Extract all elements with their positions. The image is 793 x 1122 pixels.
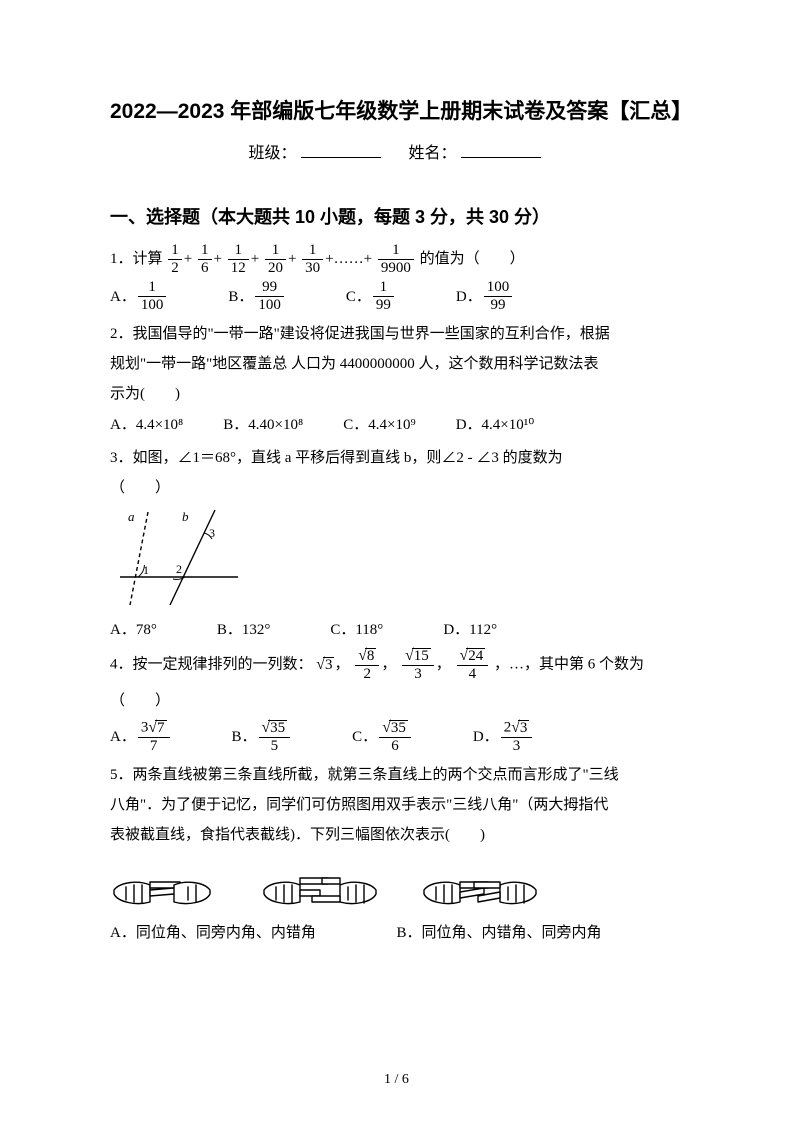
q1-stem1: 计算 — [133, 251, 163, 267]
doc-title: 2022—2023 年部编版七年级数学上册期末试卷及答案【汇总】 — [110, 95, 683, 125]
q4-option-d[interactable]: D．2√33 — [473, 720, 535, 754]
svg-text:3: 3 — [209, 526, 215, 540]
q4-term-3: √153 — [402, 648, 434, 682]
name-label: 姓名： — [409, 145, 457, 162]
q1-frac-1: 12 — [168, 243, 182, 276]
q1-frac-5: 130 — [302, 243, 323, 276]
q4-stem1: 按一定规律排列的一列数： — [133, 656, 313, 672]
q1-dots: +……+ — [325, 251, 372, 267]
svg-text:b: b — [182, 509, 189, 524]
q1-option-c[interactable]: C．199 — [346, 280, 396, 313]
q2-line2: 规划"一带一路"地区覆盖总 人口为 4400000000 人，这个数用科学记数法… — [110, 349, 683, 379]
q2-option-a[interactable]: A．4.4×10⁸ — [110, 413, 183, 437]
q3-option-d[interactable]: D．112° — [443, 618, 497, 642]
q1-option-d[interactable]: D．10099 — [456, 280, 514, 313]
q5-line3: 表被截直线，食指代表截线)．下列三幅图依次表示( ) — [110, 820, 683, 850]
q2-line1: 2．我国倡导的"一带一路"建设将促进我国与世界一些国家的互利合作，根据 — [110, 319, 683, 349]
q4-term-1: √3 — [316, 657, 334, 673]
question-3-options: A．78° B．132° C．118° D．112° — [110, 618, 683, 642]
q4-option-a[interactable]: A．3√77 — [110, 720, 172, 754]
q4-dots: ，…， — [494, 656, 539, 672]
page: 2022—2023 年部编版七年级数学上册期末试卷及答案【汇总】 班级： 姓名：… — [0, 0, 793, 1122]
q4-num: 4． — [110, 656, 133, 672]
class-label: 班级： — [248, 145, 296, 162]
q3-option-c[interactable]: C．118° — [330, 618, 383, 642]
question-5-options: A．同位角、同旁内角、内错角 B．同位角、内错角、同旁内角 — [110, 921, 683, 945]
question-5-figure — [110, 860, 683, 915]
q1-num: 1． — [110, 251, 133, 267]
question-3: 3．如图，∠1＝68°，直线 a 平移后得到直线 b，则∠2 - ∠3 的度数为… — [110, 443, 683, 503]
q5-option-a[interactable]: A．同位角、同旁内角、内错角 — [110, 921, 397, 945]
q1-option-b[interactable]: B．99100 — [228, 280, 286, 313]
q4-option-c[interactable]: C．√356 — [352, 720, 413, 754]
svg-text:2: 2 — [176, 562, 182, 576]
question-1: 1．计算 12+ 16+ 112+ 120+ 130+……+ 19900 的值为… — [110, 243, 683, 276]
question-5: 5．两条直线被第三条直线所截，就第三条直线上的两个交点而言形成了"三线 八角"．… — [110, 760, 683, 850]
q1-frac-6: 19900 — [378, 243, 414, 276]
q2-line3: 示为( ) — [110, 379, 683, 409]
svg-text:a: a — [128, 509, 135, 524]
q5-option-b[interactable]: B．同位角、内错角、同旁内角 — [397, 921, 684, 945]
q4-stem3: （ ） — [110, 686, 683, 716]
q3-option-b[interactable]: B．132° — [217, 618, 271, 642]
q4-option-b[interactable]: B．√355 — [232, 720, 293, 754]
q3-line2: （ ） — [110, 473, 683, 503]
question-2-options: A．4.4×10⁸ B．4.40×10⁸ C．4.4×10⁹ D．4.4×10¹… — [110, 413, 683, 437]
question-4: 4．按一定规律排列的一列数： √3， √82， √153， √244 ，…，其中… — [110, 648, 683, 682]
q3-line1: 3．如图，∠1＝68°，直线 a 平移后得到直线 b，则∠2 - ∠3 的度数为 — [110, 443, 683, 473]
q1-option-a[interactable]: A．1100 — [110, 280, 168, 313]
q2-option-c[interactable]: C．4.4×10⁹ — [343, 413, 415, 437]
question-1-options: A．1100 B．99100 C．199 D．10099 — [110, 280, 683, 313]
q1-stem2: 的值为（ ） — [420, 251, 525, 267]
q2-option-d[interactable]: D．4.4×10¹⁰ — [456, 413, 535, 437]
student-info-line: 班级： 姓名： — [110, 139, 683, 163]
q5-line2: 八角"．为了便于记忆，同学们可仿照图用双手表示"三线八角"（两大拇指代 — [110, 790, 683, 820]
q3-option-a[interactable]: A．78° — [110, 618, 157, 642]
q4-term-2: √82 — [355, 648, 379, 682]
svg-text:1: 1 — [143, 563, 149, 577]
q2-option-b[interactable]: B．4.40×10⁸ — [223, 413, 303, 437]
q1-frac-2: 16 — [198, 243, 212, 276]
hand-figure-2 — [260, 860, 380, 915]
question-3-figure: a b 1 2 3 — [110, 507, 683, 612]
class-blank[interactable] — [301, 141, 381, 158]
q1-frac-4: 120 — [265, 243, 286, 276]
hand-figure-1 — [110, 860, 220, 915]
section-1-title: 一、选择题（本大题共 10 小题，每题 3 分，共 30 分） — [110, 203, 683, 229]
q4-term-4: √244 — [457, 648, 489, 682]
page-footer: 1 / 6 — [0, 1072, 793, 1088]
hand-figure-3 — [420, 860, 540, 915]
q1-frac-3: 112 — [228, 243, 249, 276]
q4-stem2: 其中第 6 个数为 — [539, 656, 644, 672]
question-4-options: A．3√77 B．√355 C．√356 D．2√33 — [110, 720, 683, 754]
q5-line1: 5．两条直线被第三条直线所截，就第三条直线上的两个交点而言形成了"三线 — [110, 760, 683, 790]
question-2: 2．我国倡导的"一带一路"建设将促进我国与世界一些国家的互利合作，根据 规划"一… — [110, 319, 683, 409]
name-blank[interactable] — [461, 141, 541, 158]
